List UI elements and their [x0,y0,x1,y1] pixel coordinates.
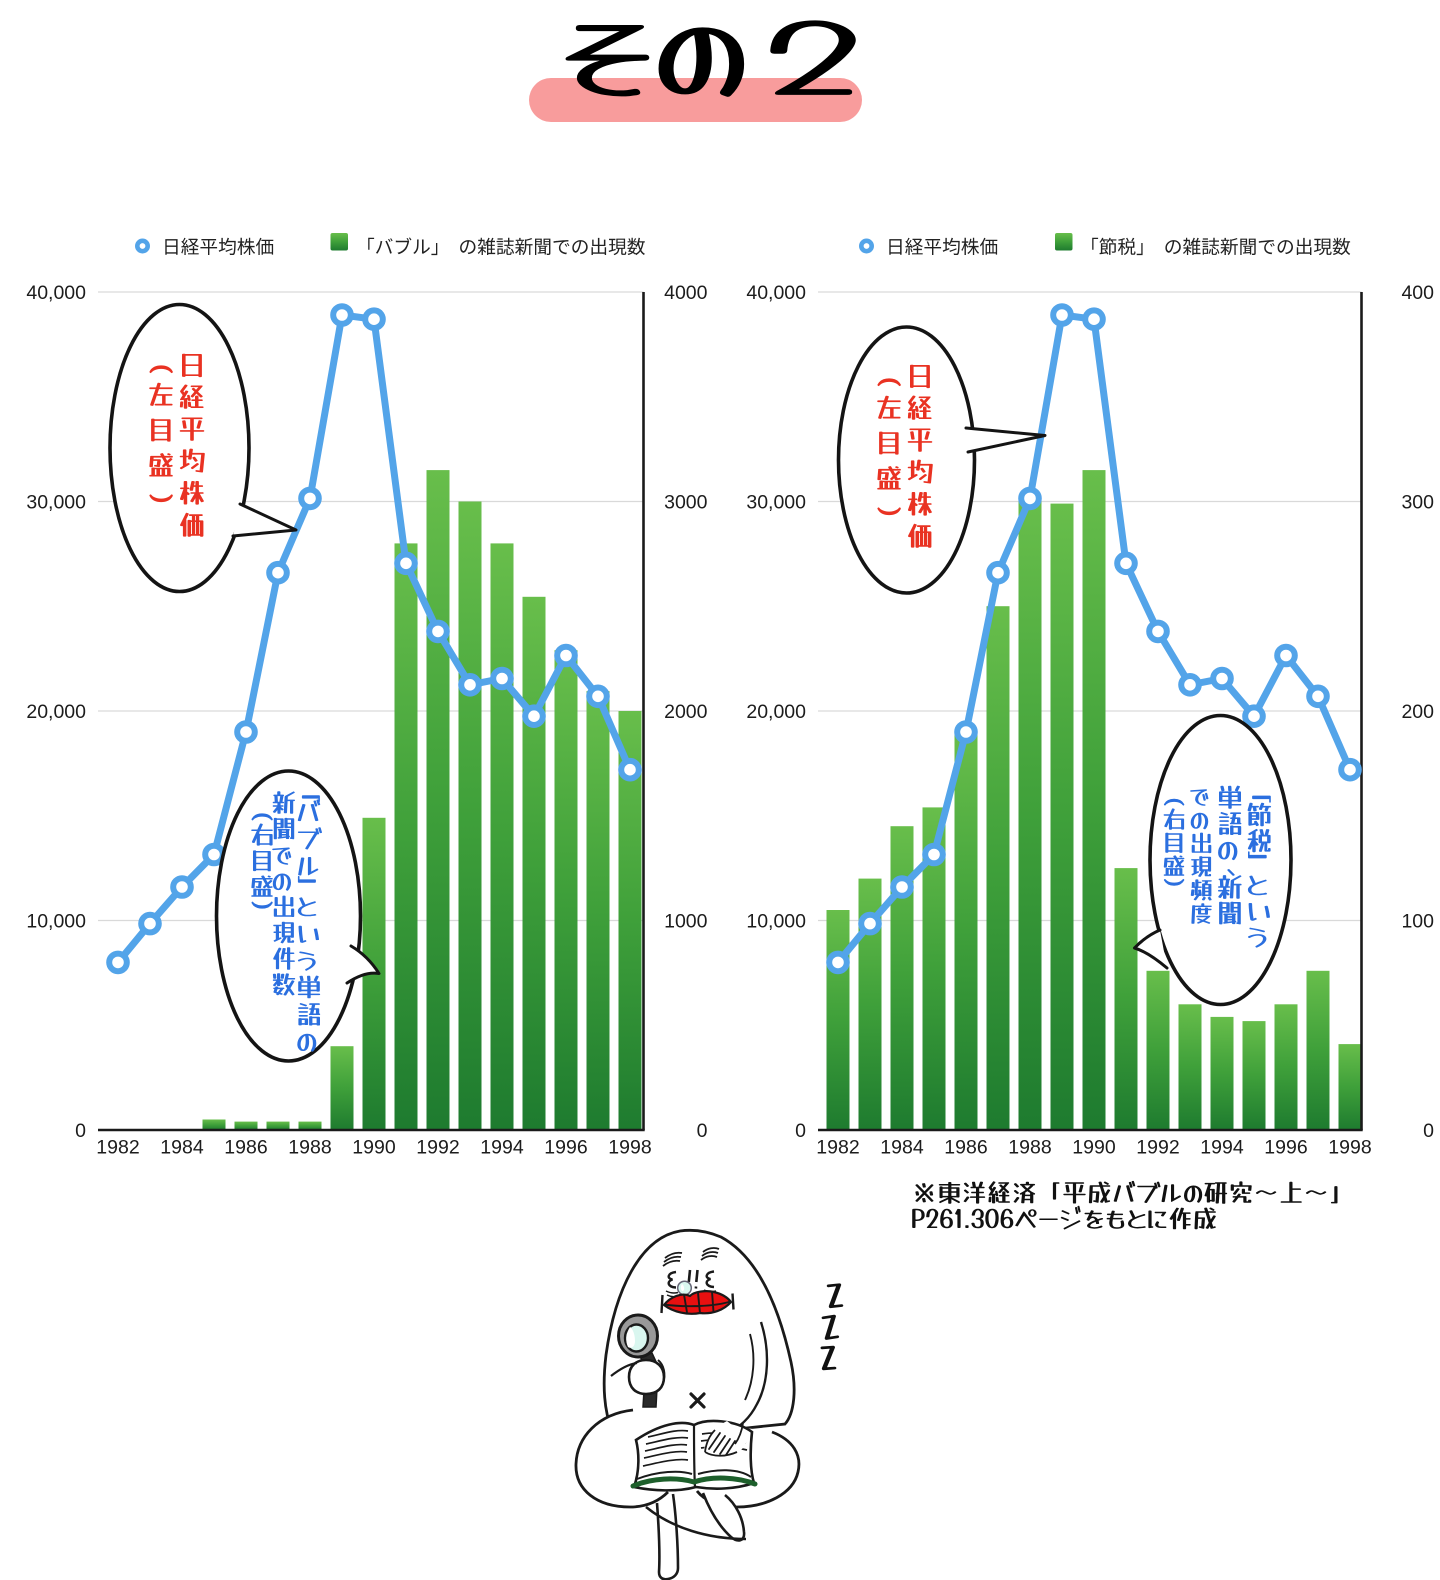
svg-text:400: 400 [1401,282,1434,304]
svg-text:1998: 1998 [1328,1137,1371,1159]
svg-text:1986: 1986 [944,1137,987,1159]
svg-text:3000: 3000 [664,491,708,513]
svg-text:30,000: 30,000 [746,491,806,513]
svg-text:1986: 1986 [224,1137,267,1159]
svg-text:1994: 1994 [1200,1137,1244,1159]
svg-text:10,000: 10,000 [746,910,806,932]
svg-text:0: 0 [1423,1120,1434,1142]
svg-text:40,000: 40,000 [26,282,86,304]
svg-text:1996: 1996 [544,1137,587,1159]
svg-text:0: 0 [75,1120,86,1142]
svg-text:10,000: 10,000 [26,910,86,932]
svg-text:1998: 1998 [608,1137,651,1159]
svg-text:20,000: 20,000 [26,701,86,723]
svg-text:1982: 1982 [816,1137,859,1159]
svg-text:100: 100 [1401,910,1434,932]
svg-text:20,000: 20,000 [746,701,806,723]
svg-text:1990: 1990 [352,1137,396,1159]
svg-text:1994: 1994 [480,1137,524,1159]
svg-text:40,000: 40,000 [746,282,806,304]
svg-text:1988: 1988 [288,1137,331,1159]
svg-text:0: 0 [697,1120,708,1142]
svg-text:200: 200 [1401,701,1434,723]
svg-text:1984: 1984 [880,1137,924,1159]
svg-text:1984: 1984 [160,1137,204,1159]
svg-text:1996: 1996 [1264,1137,1307,1159]
svg-text:1982: 1982 [96,1137,139,1159]
svg-text:1988: 1988 [1008,1137,1051,1159]
svg-text:300: 300 [1401,491,1434,513]
svg-text:0: 0 [795,1120,806,1142]
svg-text:1990: 1990 [1072,1137,1116,1159]
svg-text:30,000: 30,000 [26,491,86,513]
svg-text:2000: 2000 [664,701,708,723]
svg-text:1000: 1000 [664,910,708,932]
svg-text:1992: 1992 [1136,1137,1179,1159]
svg-text:1992: 1992 [416,1137,459,1159]
svg-text:4000: 4000 [664,282,708,304]
